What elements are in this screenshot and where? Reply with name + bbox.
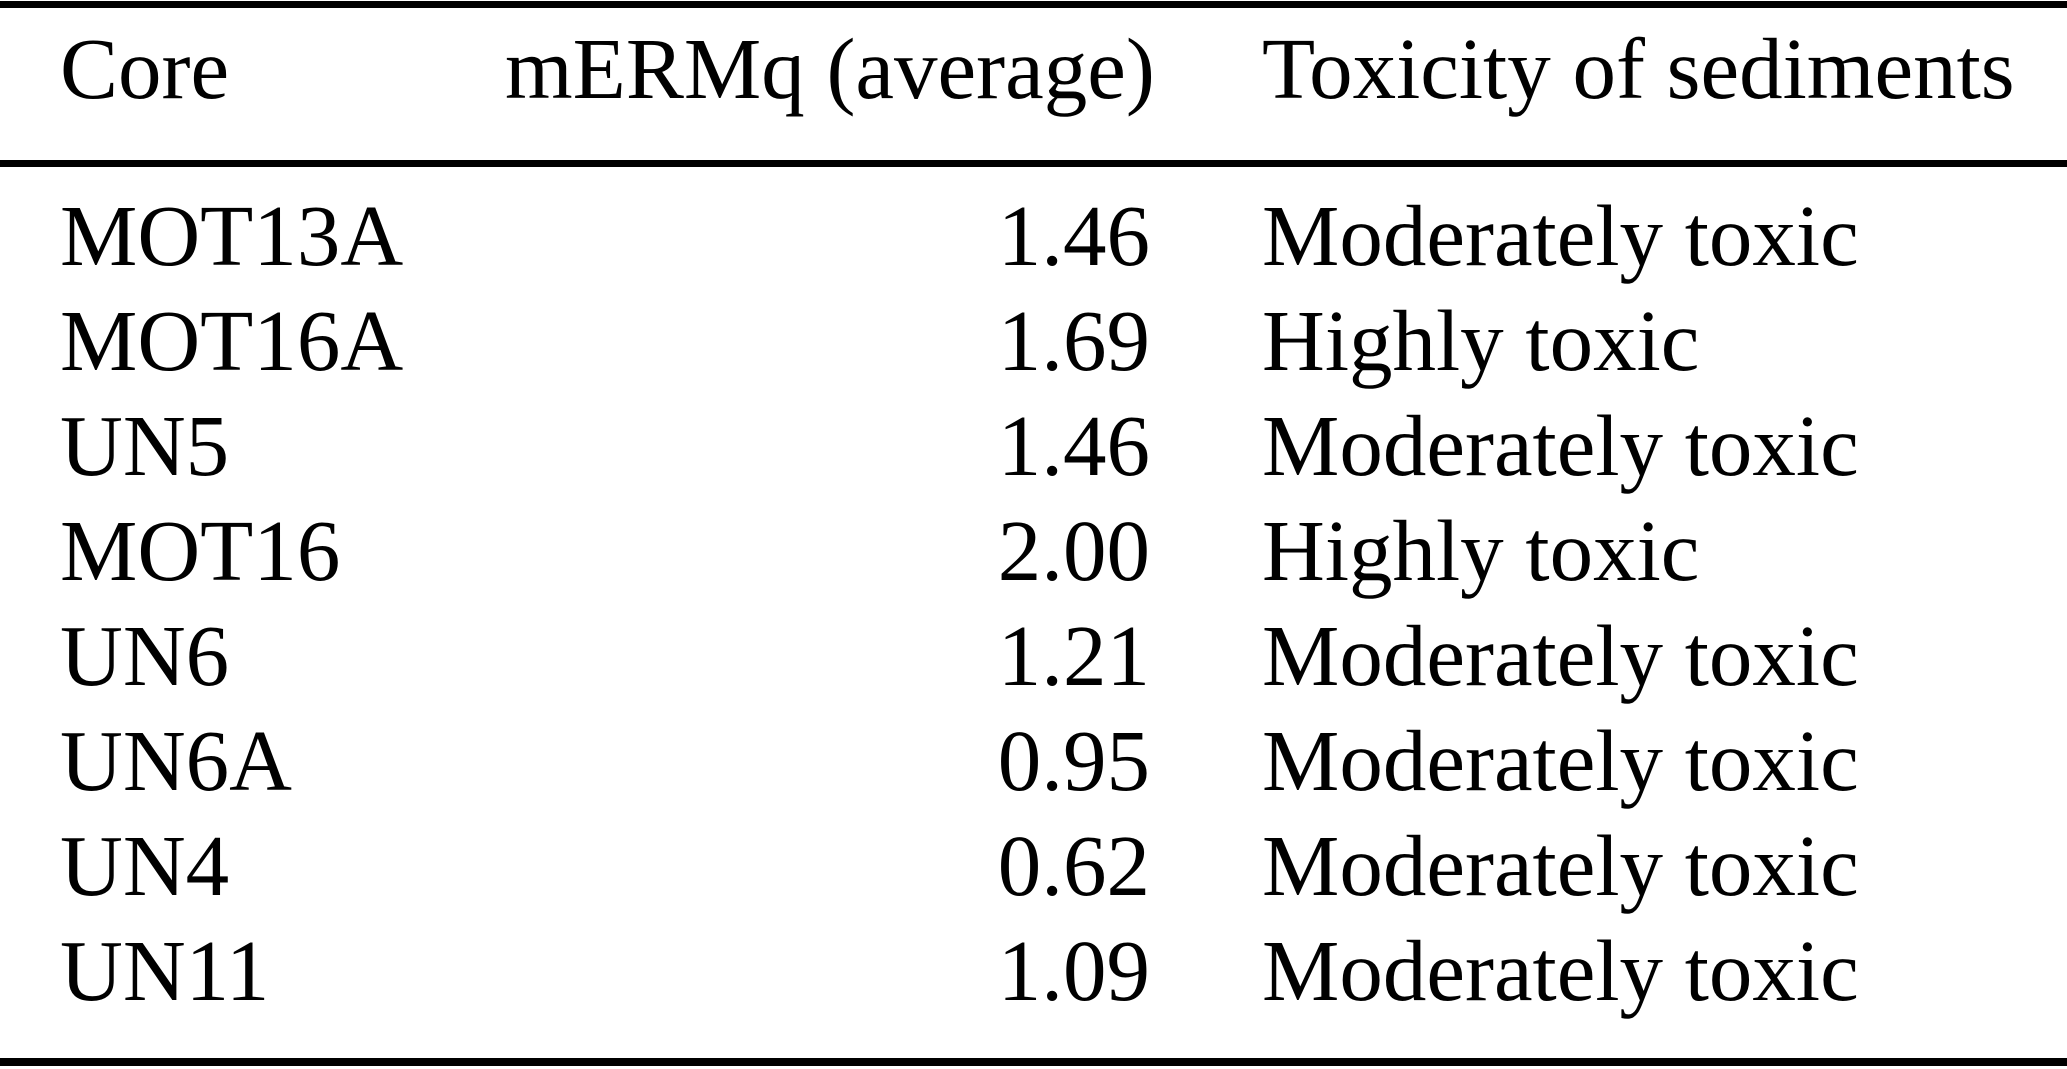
mermq-cell: 1.21	[997, 607, 1150, 704]
table-row: UN11 1.09 Moderately toxic	[0, 918, 2067, 1023]
core-cell: UN11	[60, 922, 270, 1019]
table-row: MOT13A 1.46 Moderately toxic	[0, 183, 2067, 288]
table-row: MOT16 2.00 Highly toxic	[0, 498, 2067, 603]
table-row: MOT16A 1.69 Highly toxic	[0, 288, 2067, 393]
mermq-cell: 1.69	[997, 292, 1150, 389]
toxicity-cell: Moderately toxic	[1262, 607, 1859, 704]
toxicity-cell: Moderately toxic	[1262, 817, 1859, 914]
toxicity-cell: Highly toxic	[1262, 502, 1700, 599]
table-body: MOT13A 1.46 Moderately toxic MOT16A 1.69…	[0, 183, 2067, 1023]
column-header-toxicity: Toxicity of sediments	[1262, 20, 2015, 117]
table-row: UN4 0.62 Moderately toxic	[0, 813, 2067, 918]
core-cell: UN6	[60, 607, 230, 704]
mermq-cell: 1.46	[997, 397, 1150, 494]
mermq-cell: 0.62	[997, 817, 1150, 914]
table-row: UN6 1.21 Moderately toxic	[0, 603, 2067, 708]
mermq-cell: 2.00	[997, 502, 1150, 599]
header-separator-rule	[0, 160, 2067, 167]
table-row: UN5 1.46 Moderately toxic	[0, 393, 2067, 498]
table-bottom-rule	[0, 1058, 2067, 1066]
toxicity-cell: Highly toxic	[1262, 292, 1700, 389]
toxicity-cell: Moderately toxic	[1262, 397, 1859, 494]
column-header-core: Core	[60, 20, 230, 117]
toxicity-cell: Moderately toxic	[1262, 712, 1859, 809]
core-cell: UN4	[60, 817, 230, 914]
mermq-cell: 1.09	[997, 922, 1150, 1019]
table-header-row: Core mERMq (average) Toxicity of sedimen…	[0, 25, 2067, 112]
column-header-mermq: mERMq (average)	[505, 20, 1155, 117]
mermq-cell: 0.95	[997, 712, 1150, 809]
table-top-rule	[0, 1, 2067, 8]
core-cell: UN6A	[60, 712, 292, 809]
core-cell: MOT13A	[60, 187, 404, 284]
core-cell: UN5	[60, 397, 230, 494]
table-row: UN6A 0.95 Moderately toxic	[0, 708, 2067, 813]
core-cell: MOT16	[60, 502, 341, 599]
toxicity-cell: Moderately toxic	[1262, 922, 1859, 1019]
toxicity-cell: Moderately toxic	[1262, 187, 1859, 284]
mermq-cell: 1.46	[997, 187, 1150, 284]
core-cell: MOT16A	[60, 292, 404, 389]
